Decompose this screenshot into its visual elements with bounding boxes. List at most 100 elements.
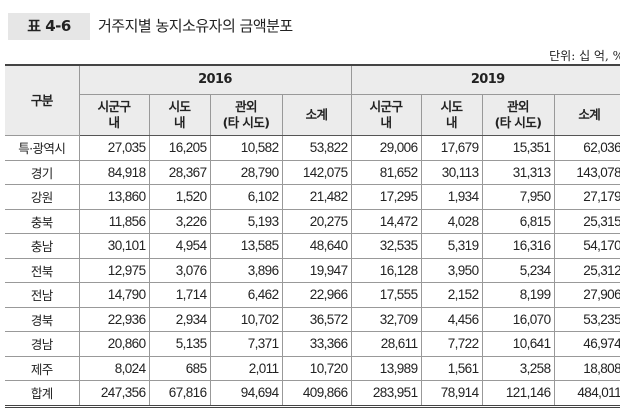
value-cell: 283,951 [350,380,422,407]
value-cell: 16,128 [350,257,422,283]
value-cell: 22,936 [78,306,150,332]
table-row: 전남 14,790 1,714 6,462 22,966 17,555 2,152 8,199… [5,282,620,308]
data-table: 구분 2016 2019 시군구 내 시도 내 관외 (타 시도) 소계 시군구 내 시도 내 관외(… [5,64,620,408]
value-cell: 16,070 [481,306,555,332]
value-cell: 22,966 [281,282,352,308]
table-row: 경남 20,860 5,135 7,371 33,366 28,611 7,722 10,64… [5,331,620,357]
year-header: 2016 [78,64,352,95]
value-cell: 484,011 [553,380,620,407]
table-row: 합계 247,356 67,816 94,694 409,866 283,951 78,91… [5,380,620,407]
row-header: 구분 [5,64,80,136]
value-cell: 247,356 [78,380,150,407]
value-cell: 32,709 [350,306,422,332]
value-cell: 18,808 [553,355,620,381]
region-cell: 제주 [5,355,80,381]
value-cell: 6,815 [481,208,555,234]
table-row: 특·광역시 27,035 16,205 10,582 53,822 29,006 17,67… [5,135,620,161]
column-header: 관외 (타 시도) [481,94,555,136]
value-cell: 10,702 [209,306,283,332]
value-cell: 33,366 [281,331,352,357]
column-header-line: 내 [380,115,393,130]
table-row: 제주 8,024 685 2,011 10,720 13,989 1,561 3,258 18,… [5,355,620,381]
value-cell: 1,561 [420,355,483,381]
value-cell: 28,611 [350,331,422,357]
value-cell: 142,075 [281,159,352,185]
value-cell: 15,351 [481,135,555,161]
value-cell: 3,226 [148,208,211,234]
value-cell: 20,275 [281,208,352,234]
value-cell: 32,535 [350,233,422,259]
unit-note: 단위: 십 억, % [549,49,620,63]
value-cell: 8,199 [481,282,555,308]
value-cell: 3,896 [209,257,283,283]
table-number: 표 4-6 [8,13,90,40]
column-header-line: 시도 [440,99,463,114]
value-cell: 17,295 [350,184,422,210]
column-header-line: (타 시도) [222,115,270,130]
value-cell: 10,641 [481,331,555,357]
value-cell: 7,371 [209,331,283,357]
value-cell: 1,934 [420,184,483,210]
value-cell: 5,319 [420,233,483,259]
region-cell: 강원 [5,184,80,210]
value-cell: 48,640 [281,233,352,259]
value-cell: 2,934 [148,306,211,332]
value-cell: 21,482 [281,184,352,210]
region-cell: 경남 [5,331,80,357]
region-cell: 경북 [5,306,80,332]
value-cell: 84,918 [78,159,150,185]
column-header: 소계 [553,94,620,136]
value-cell: 12,975 [78,257,150,283]
column-header: 관외 (타 시도) [209,94,283,136]
column-header-line: 시군구 [369,99,403,114]
column-header-line: 관외 [235,99,257,114]
column-header: 시군구 내 [350,94,422,136]
value-cell: 16,316 [481,233,555,259]
value-cell: 27,906 [553,282,620,308]
value-cell: 17,679 [420,135,483,161]
value-cell: 31,313 [481,159,555,185]
value-cell: 10,720 [281,355,352,381]
column-header: 시군구 내 [79,94,150,136]
column-header-line: 관외 [507,99,529,114]
value-cell: 13,860 [78,184,150,210]
column-header: 소계 [281,94,352,136]
region-cell: 합계 [5,380,80,407]
value-cell: 13,585 [209,233,283,259]
value-cell: 14,472 [350,208,422,234]
column-header: 시도 내 [420,94,483,136]
region-cell: 전북 [5,257,80,283]
value-cell: 28,367 [148,159,211,185]
value-cell: 46,974 [553,331,620,357]
value-cell: 8,024 [78,355,150,381]
value-cell: 19,947 [281,257,352,283]
value-cell: 11,856 [78,208,150,234]
value-cell: 4,456 [420,306,483,332]
value-cell: 2,011 [209,355,283,381]
value-cell: 94,694 [209,380,283,407]
value-cell: 20,860 [78,331,150,357]
value-cell: 30,101 [78,233,150,259]
value-cell: 3,258 [481,355,555,381]
table-row: 충북 11,856 3,226 5,193 20,275 14,472 4,028 6,815… [5,208,620,234]
value-cell: 7,722 [420,331,483,357]
value-cell: 25,312 [553,257,620,283]
value-cell: 121,146 [481,380,555,407]
table-row: 경기 84,918 28,367 28,790 142,075 81,652 30,113 3… [5,159,620,185]
region-cell: 전남 [5,282,80,308]
region-cell: 경기 [5,159,80,185]
value-cell: 409,866 [281,380,352,407]
column-header: 시도 내 [148,94,211,136]
value-cell: 27,179 [553,184,620,210]
value-cell: 62,036 [553,135,620,161]
value-cell: 4,954 [148,233,211,259]
column-header-line: 소계 [305,107,328,122]
column-header-line: (타 시도) [494,115,542,130]
region-cell: 충북 [5,208,80,234]
value-cell: 13,989 [350,355,422,381]
value-cell: 25,315 [553,208,620,234]
table-row: 충남 30,101 4,954 13,585 48,640 32,535 5,319 16,3… [5,233,620,259]
value-cell: 14,790 [78,282,150,308]
column-header-line: 시군구 [97,99,131,114]
table-row: 경북 22,936 2,934 10,702 36,572 32,709 4,456 16,0… [5,306,620,332]
